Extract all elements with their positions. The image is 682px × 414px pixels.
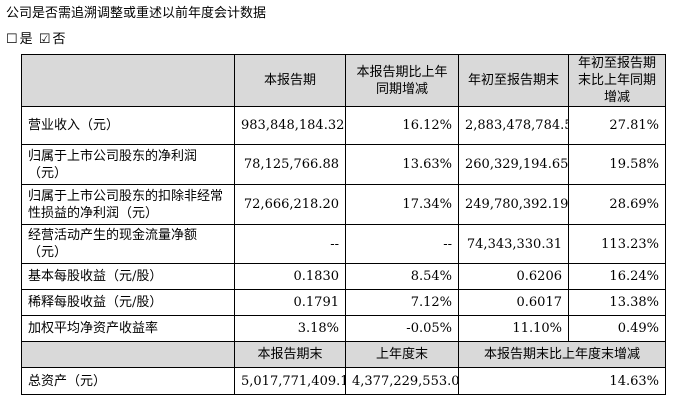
table-cell: 7.12%: [345, 289, 459, 316]
table-cell: 5,017,771,409.11: [234, 367, 346, 395]
row-label: 经营活动产生的现金流量净额（元）: [21, 224, 235, 264]
row-label: 总资产（元）: [21, 367, 235, 395]
header-cell: 本报告期比上年同期增减: [345, 54, 459, 107]
row-label: 营业收入（元）: [21, 106, 235, 145]
table-cell: 78,125,766.88: [234, 144, 346, 185]
table-header-row: 本报告期 本报告期比上年同期增减 年初至报告期末 年初至报告期末比上年同期增减: [21, 54, 666, 107]
table-cell: 16.24%: [568, 263, 666, 290]
table-row: 归属于上市公司股东的净利润（元） 78,125,766.88 13.63% 26…: [21, 144, 666, 185]
yes-label: 是: [19, 32, 33, 47]
table-row: 基本每股收益（元/股） 0.1830 8.54% 0.6206 16.24%: [21, 263, 666, 290]
table-cell: 16.12%: [345, 106, 459, 145]
table-row: 经营活动产生的现金流量净额（元） -- -- 74,343,330.31 113…: [21, 224, 666, 264]
table-row: 总资产（元） 5,017,771,409.11 4,377,229,553.01…: [21, 367, 666, 395]
header-cell: 上年度末: [345, 341, 459, 368]
financial-data-table: 本报告期 本报告期比上年同期增减 年初至报告期末 年初至报告期末比上年同期增减 …: [21, 54, 666, 395]
table-cell: 13.38%: [568, 289, 666, 316]
row-label: 基本每股收益（元/股）: [21, 263, 235, 290]
table-cell: 4,377,229,553.01: [345, 367, 459, 395]
header-blank-cell: [21, 341, 235, 368]
table-cell: 0.49%: [568, 315, 666, 342]
header-cell: 本报告期末: [234, 341, 346, 368]
table-cell: 17.34%: [345, 184, 459, 225]
checkbox-no-icon: ☑: [38, 32, 51, 47]
table-cell: 8.54%: [345, 263, 459, 290]
table-cell: 0.6206: [458, 263, 569, 290]
table-cell: 72,666,218.20: [234, 184, 346, 225]
table-cell: 3.18%: [234, 315, 346, 342]
row-label: 稀释每股收益（元/股）: [21, 289, 235, 316]
header-cell: 本报告期: [234, 54, 346, 107]
table-cell: -0.05%: [345, 315, 459, 342]
table-row: 归属于上市公司股东的扣除非经常性损益的净利润（元） 72,666,218.20 …: [21, 184, 666, 225]
table-row: 加权平均净资产收益率 3.18% -0.05% 11.10% 0.49%: [21, 315, 666, 342]
table-cell: 0.6017: [458, 289, 569, 316]
table-cell: 19.58%: [568, 144, 666, 185]
table-cell: --: [234, 224, 346, 264]
row-label: 归属于上市公司股东的扣除非经常性损益的净利润（元）: [21, 184, 235, 225]
table-cell: 0.1830: [234, 263, 346, 290]
header-cell: 本报告期末比上年度末增减: [458, 341, 666, 368]
table-cell: 28.69%: [568, 184, 666, 225]
restatement-choice: ☐ 是 ☑ 否: [6, 31, 67, 49]
table-cell: --: [345, 224, 459, 264]
table-cell: 113.23%: [568, 224, 666, 264]
no-label: 否: [52, 32, 66, 47]
table-cell: 983,848,184.32: [234, 106, 346, 145]
table-row: 营业收入（元） 983,848,184.32 16.12% 2,883,478,…: [21, 106, 666, 145]
table-cell: 13.63%: [345, 144, 459, 185]
table-cell: 27.81%: [568, 106, 666, 145]
table-cell: 249,780,392.19: [458, 184, 569, 225]
table-row: 稀释每股收益（元/股） 0.1791 7.12% 0.6017 13.38%: [21, 289, 666, 316]
header-cell: 年初至报告期末: [458, 54, 569, 107]
table-cell: 14.63%: [458, 367, 666, 395]
header-blank-cell: [21, 54, 235, 107]
table-cell: 0.1791: [234, 289, 346, 316]
table-cell: 11.10%: [458, 315, 569, 342]
section-title: 公司是否需追溯调整或重述以前年度会计数据: [6, 6, 267, 21]
row-label: 加权平均净资产收益率: [21, 315, 235, 342]
row-label: 归属于上市公司股东的净利润（元）: [21, 144, 235, 185]
table-cell: 74,343,330.31: [458, 224, 569, 264]
table-header-row-2: 本报告期末 上年度末 本报告期末比上年度末增减: [21, 341, 666, 368]
table-cell: 2,883,478,784.52: [458, 106, 569, 145]
header-cell: 年初至报告期末比上年同期增减: [568, 54, 666, 107]
checkbox-yes-icon: ☐: [6, 32, 18, 47]
table-cell: 260,329,194.65: [458, 144, 569, 185]
